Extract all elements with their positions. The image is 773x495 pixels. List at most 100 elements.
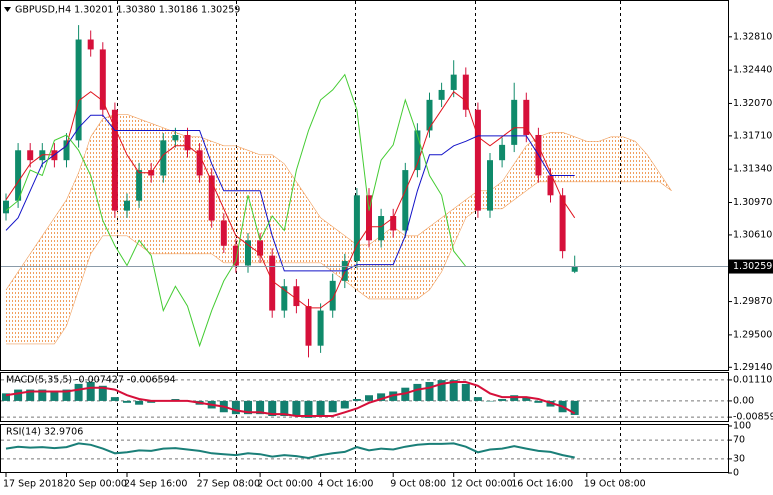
histogram-bar [340,400,349,409]
histogram-bar [352,399,361,401]
histogram-bar [74,383,83,401]
y-tick-label: 1.32810 [733,31,772,42]
candle-body [317,310,324,346]
x-tick-label: 24 Sep 16:00 [124,479,187,490]
candle-body [547,175,554,196]
candle-body [111,109,118,211]
indicator-line [5,73,467,348]
candle-body [15,150,22,201]
indicator-line [5,114,575,272]
candle-body [75,39,82,141]
x-tick-label: 16 Oct 16:00 [511,479,573,490]
histogram-bar [50,391,59,401]
indicator-line [5,381,576,417]
candle-body [414,130,421,171]
candle-body [487,160,493,211]
y-tick-label: 1.32070 [733,98,772,109]
x-tick-label: 2 Oct 00:00 [257,479,313,490]
histogram-bar [38,389,47,401]
rsi-panel-frame [0,424,729,473]
y-tick-label: 1.30610 [733,229,772,240]
x-tick-label: 12 Oct 00:00 [451,479,513,490]
x-tick-label: 17 Sep 2018 [3,479,63,490]
histogram-bar [292,400,301,417]
candle-body [124,200,130,211]
histogram-bar [268,400,277,417]
histogram-bar [486,400,494,402]
candle-body [353,195,360,262]
ichimoku-cloud [6,114,672,344]
histogram-bar [498,399,507,401]
histogram-bar [377,393,386,401]
histogram-bar [62,389,71,401]
candle-body [63,140,70,161]
candle-body [559,195,566,252]
candle-body [232,245,239,266]
indicator-line [5,90,576,309]
rsi-title: RSI(14) 32.9706 [6,427,83,438]
candle-body [571,266,578,272]
current-price-box [729,259,773,274]
candle-body [523,99,530,135]
candle-body [426,99,433,131]
histogram-bar [123,400,131,403]
candle-body [499,144,506,161]
y-tick-label: -0.008595 [733,412,773,423]
histogram-bar [437,380,446,401]
y-tick-label: 70 [733,435,745,446]
chart-title: GBPUSD,H4 1.30201 1.30380 1.30186 1.3025… [15,5,240,16]
histogram-bar [473,397,482,401]
histogram-bar [316,400,325,417]
candle-body [329,280,336,311]
indicator-line [5,442,575,460]
histogram-bar [244,400,252,415]
y-tick-label: 1.32440 [733,65,772,76]
y-tick-label: 0.011105 [733,374,773,385]
candle-body [511,99,518,145]
candle-body [172,134,179,141]
candle-body [3,200,9,214]
x-tick-label: 27 Sep 08:00 [197,479,260,490]
candle-body [257,240,264,256]
candle-body [99,49,106,110]
candle-body [402,170,409,231]
candle-body [293,286,300,307]
candle-body [462,74,469,110]
y-tick-label: 1.30970 [733,197,772,208]
histogram-bar [425,382,434,401]
candle-body [245,240,251,266]
y-tick-label: 30 [733,453,745,464]
candle-body [196,150,203,176]
histogram-bar [2,393,10,401]
candle-body [184,134,191,151]
y-tick-label: 0.00 [733,395,754,406]
plot-layer: 1.32810 1.32440 1.32070 1.31710 1.31340 1.309… [1,25,773,490]
histogram-bar [26,389,35,401]
x-tick-label: 4 Oct 16:00 [318,479,374,490]
candle-body [390,216,397,231]
histogram-bar [280,400,289,417]
candle-body [378,216,385,241]
candle-body [220,220,227,246]
current-price-label: 1.30259 [733,261,772,272]
histogram-bar [110,397,119,401]
histogram-bar [14,389,23,401]
histogram-bar [304,400,313,418]
y-tick-label: 0 [733,468,739,479]
histogram-bar [570,400,579,415]
histogram-bar [328,400,337,413]
candle-body [438,89,445,100]
candle-body [450,74,457,90]
histogram-bar [231,400,240,415]
histogram-bar [534,400,543,403]
y-tick-label: 1.31340 [733,164,772,175]
y-tick-label: 1.29870 [733,296,772,307]
y-tick-label: 1.31710 [733,130,772,141]
y-tick-label: 1.29500 [733,329,772,340]
histogram-bar [522,397,531,401]
histogram-bar [86,382,95,401]
histogram-bar [98,385,107,401]
histogram-bar [365,395,373,401]
main-panel-frame [0,0,729,371]
